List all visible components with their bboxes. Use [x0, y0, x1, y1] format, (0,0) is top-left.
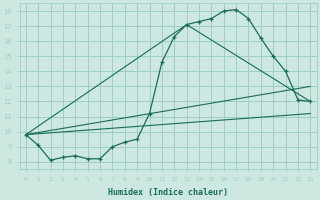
X-axis label: Humidex (Indice chaleur): Humidex (Indice chaleur) — [108, 188, 228, 197]
